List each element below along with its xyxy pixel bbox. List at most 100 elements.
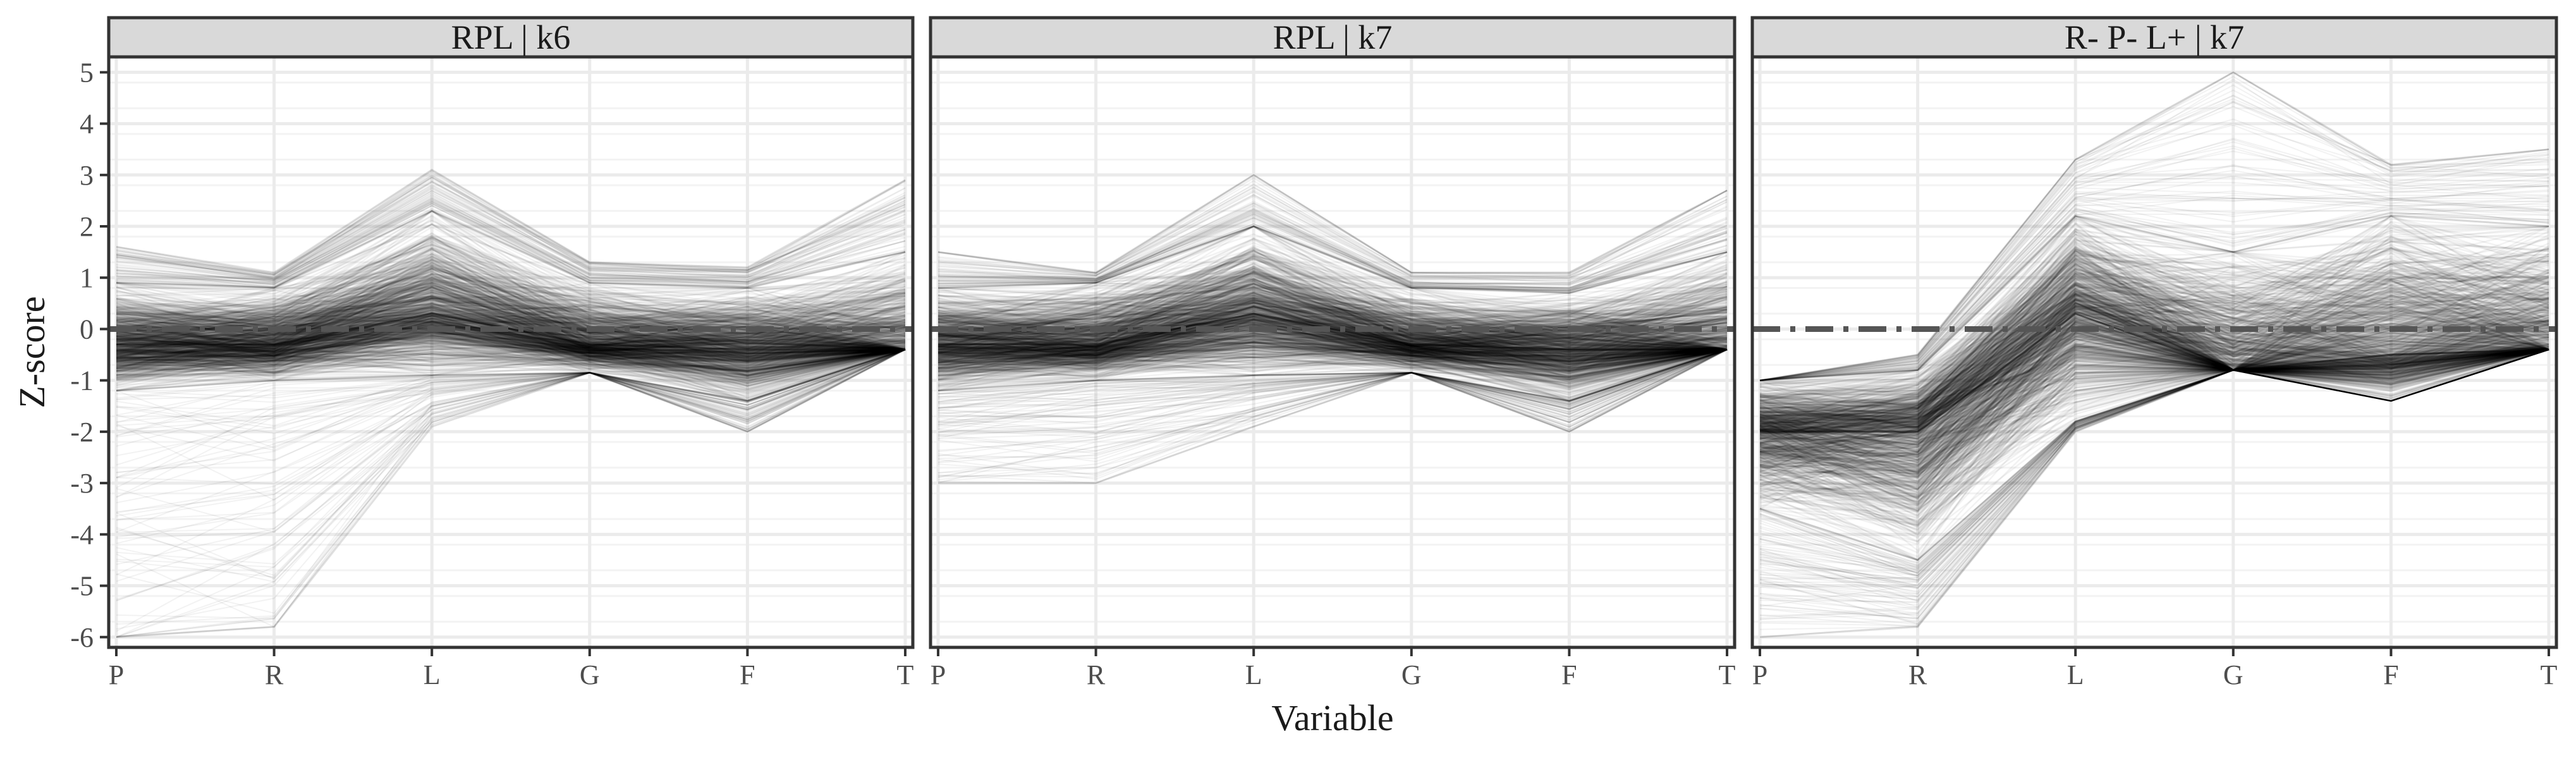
profile-line (116, 296, 906, 351)
profile-line (937, 303, 1728, 365)
profile-line (116, 315, 906, 383)
profile-line (116, 325, 906, 361)
profile-line (116, 210, 906, 326)
profile-line (116, 305, 906, 354)
profile-line (116, 297, 906, 350)
profile-line (116, 283, 906, 355)
profile-line (116, 319, 906, 369)
profile-line-extreme (116, 200, 906, 288)
x-tick-label: T (1719, 659, 1736, 690)
profile-line (937, 292, 1728, 352)
profile-line (937, 326, 1728, 366)
profile-line (937, 315, 1728, 362)
profile-line (116, 317, 906, 355)
profile-line (116, 335, 906, 374)
profile-line (116, 343, 906, 374)
profile-line (116, 290, 906, 347)
profile-line (116, 282, 906, 341)
profile-line (116, 329, 906, 358)
profile-line-extreme (937, 348, 1728, 402)
profile-line (937, 348, 1728, 373)
profile-line (937, 288, 1728, 345)
profile-line (937, 269, 1728, 320)
profile-line (116, 339, 906, 370)
profile-line (937, 298, 1728, 351)
profile-line (937, 317, 1728, 367)
profile-line (116, 265, 906, 344)
profile-line (116, 281, 906, 351)
profile-line-extreme (937, 348, 1728, 402)
profile-line (116, 331, 906, 369)
profile-line (116, 316, 906, 379)
profile-line (937, 330, 1728, 372)
profile-line (937, 321, 1728, 380)
profile-line (937, 288, 1728, 350)
profile-line-extreme (116, 207, 906, 288)
profile-line (937, 338, 1728, 367)
profile-line (937, 249, 1728, 347)
profile-line-extreme (937, 217, 1728, 286)
profile-line (116, 274, 906, 355)
profile-line (116, 309, 906, 370)
profile-line (116, 312, 906, 369)
profile-line (937, 348, 1728, 384)
profile-line (116, 312, 906, 351)
profile-line (116, 321, 906, 361)
profile-line (116, 324, 906, 364)
profile-line (937, 339, 1728, 369)
profile-line (116, 286, 906, 361)
profile-line-extreme (937, 213, 1728, 294)
profile-line (937, 336, 1728, 378)
x-tick-label: L (2067, 659, 2084, 690)
profile-line (937, 341, 1728, 365)
profile-line (937, 338, 1728, 370)
profile-line (937, 320, 1728, 369)
profile-line (937, 311, 1728, 376)
profile-line-extreme (937, 348, 1728, 419)
profile-line (116, 223, 906, 300)
profile-line (116, 331, 906, 361)
profile-line (116, 286, 906, 343)
profile-line (116, 214, 906, 329)
profile-line (116, 295, 906, 353)
profile-line (116, 322, 906, 362)
profile-line (937, 338, 1728, 371)
profile-line (116, 263, 906, 339)
profile-line (937, 346, 1728, 370)
profile-line (937, 348, 1728, 369)
profile-line (937, 333, 1728, 366)
profile-line-extreme (937, 349, 1728, 484)
profile-line (937, 299, 1728, 365)
profile-line (116, 327, 906, 362)
profile-line (937, 293, 1728, 358)
profile-line (116, 307, 906, 360)
profile-line (116, 250, 906, 362)
profile-line (116, 300, 906, 362)
profile-line (116, 322, 906, 364)
profile-line-extreme (937, 348, 1728, 419)
profile-line (937, 269, 1728, 349)
profile-line (937, 268, 1728, 339)
profile-line (937, 327, 1728, 390)
profile-line (116, 348, 906, 377)
profile-line (937, 292, 1728, 353)
profile-line (116, 324, 906, 372)
profile-line-extreme (116, 201, 906, 284)
profile-line (937, 300, 1728, 367)
profile-line (116, 269, 906, 333)
profile-line-extreme (937, 185, 1728, 280)
profile-line (116, 304, 906, 351)
profile-line (937, 255, 1728, 320)
profile-line-extreme (937, 348, 1728, 434)
profile-line (937, 322, 1728, 375)
panel-background (1752, 57, 2556, 647)
profile-line (116, 277, 906, 359)
profile-line (116, 303, 906, 377)
profile-line (937, 255, 1728, 342)
profile-line (116, 348, 906, 392)
profile-line (937, 296, 1728, 351)
profile-line (937, 302, 1728, 337)
profile-line-extreme (937, 348, 1728, 440)
profile-line (937, 348, 1728, 381)
profile-line (116, 297, 906, 358)
